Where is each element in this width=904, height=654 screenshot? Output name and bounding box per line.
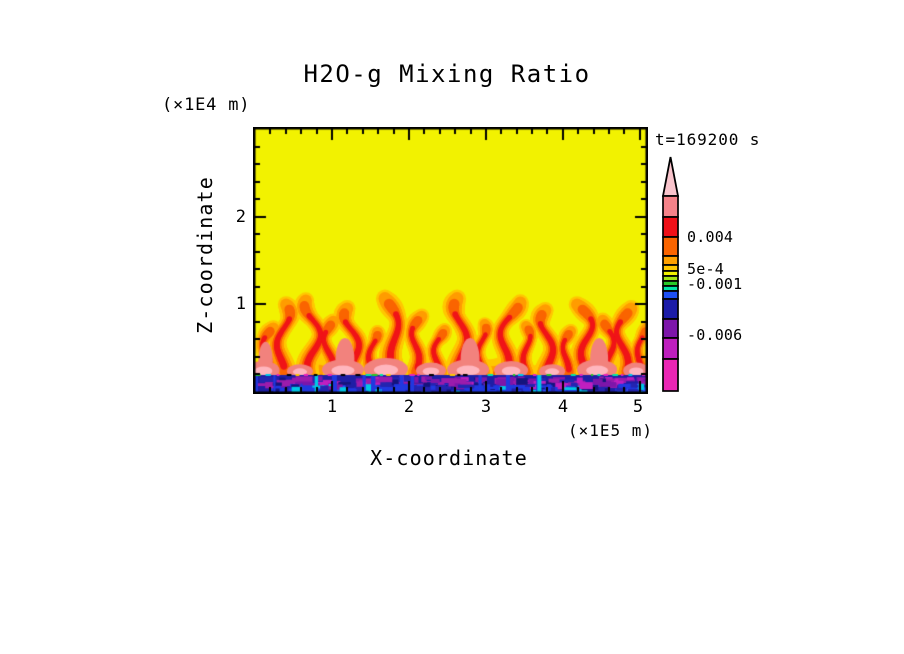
x-tick-label-4: 4: [557, 397, 569, 417]
timestamp-label: t=169200 s: [655, 130, 761, 149]
colorbar-label-3: -0.006: [687, 326, 743, 344]
colorbar-label-2: -0.001: [687, 275, 743, 293]
y-tick-label-2: 2: [235, 207, 246, 227]
colorbar-segment: [662, 195, 679, 218]
chart-title: H2O-g Mixing Ratio: [303, 60, 591, 88]
colorbar-tip: [661, 156, 680, 197]
colorbar-segment: [662, 358, 679, 392]
colorbar-segment: [662, 318, 679, 339]
y-axis-title: Z-coordinate: [193, 176, 217, 334]
x-tick-label-5: 5: [632, 397, 644, 417]
contour-plot: [253, 127, 648, 394]
colorbar-segment: [662, 290, 679, 300]
x-tick-label-3: 3: [480, 397, 492, 417]
colorbar-segment: [662, 298, 679, 320]
x-tick-label-1: 1: [326, 397, 338, 417]
x-tick-label-2: 2: [403, 397, 415, 417]
colorbar: [661, 156, 680, 392]
colorbar-label-1: 5e-4: [687, 260, 724, 278]
y-axis-unit: (×1E4 m): [162, 95, 251, 115]
colorbar-segment: [662, 255, 679, 266]
colorbar-segment: [662, 236, 679, 257]
colorbar-label-0: 0.004: [687, 228, 734, 246]
x-axis-title: X-coordinate: [370, 446, 528, 470]
colorbar-segment: [662, 337, 679, 360]
x-axis-unit: (×1E5 m): [567, 421, 653, 440]
y-tick-label-1: 1: [235, 294, 246, 314]
colorbar-segment: [662, 264, 679, 272]
colorbar-segment: [662, 216, 679, 238]
